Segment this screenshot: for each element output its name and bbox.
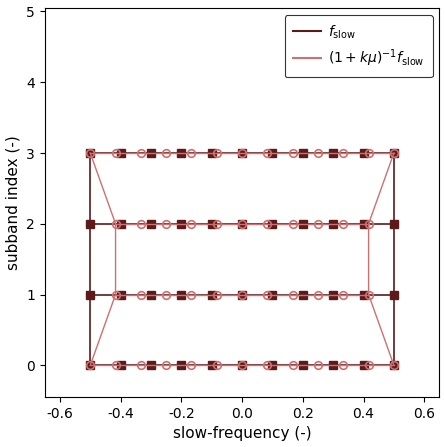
X-axis label: slow-frequency (-): slow-frequency (-): [173, 426, 312, 442]
Legend: $f_{\mathrm{slow}}$, $(1 + k\mu)^{-1} f_{\mathrm{slow}}$: $f_{\mathrm{slow}}$, $(1 + k\mu)^{-1} f_…: [284, 15, 433, 77]
Y-axis label: subband index (-): subband index (-): [5, 135, 20, 270]
